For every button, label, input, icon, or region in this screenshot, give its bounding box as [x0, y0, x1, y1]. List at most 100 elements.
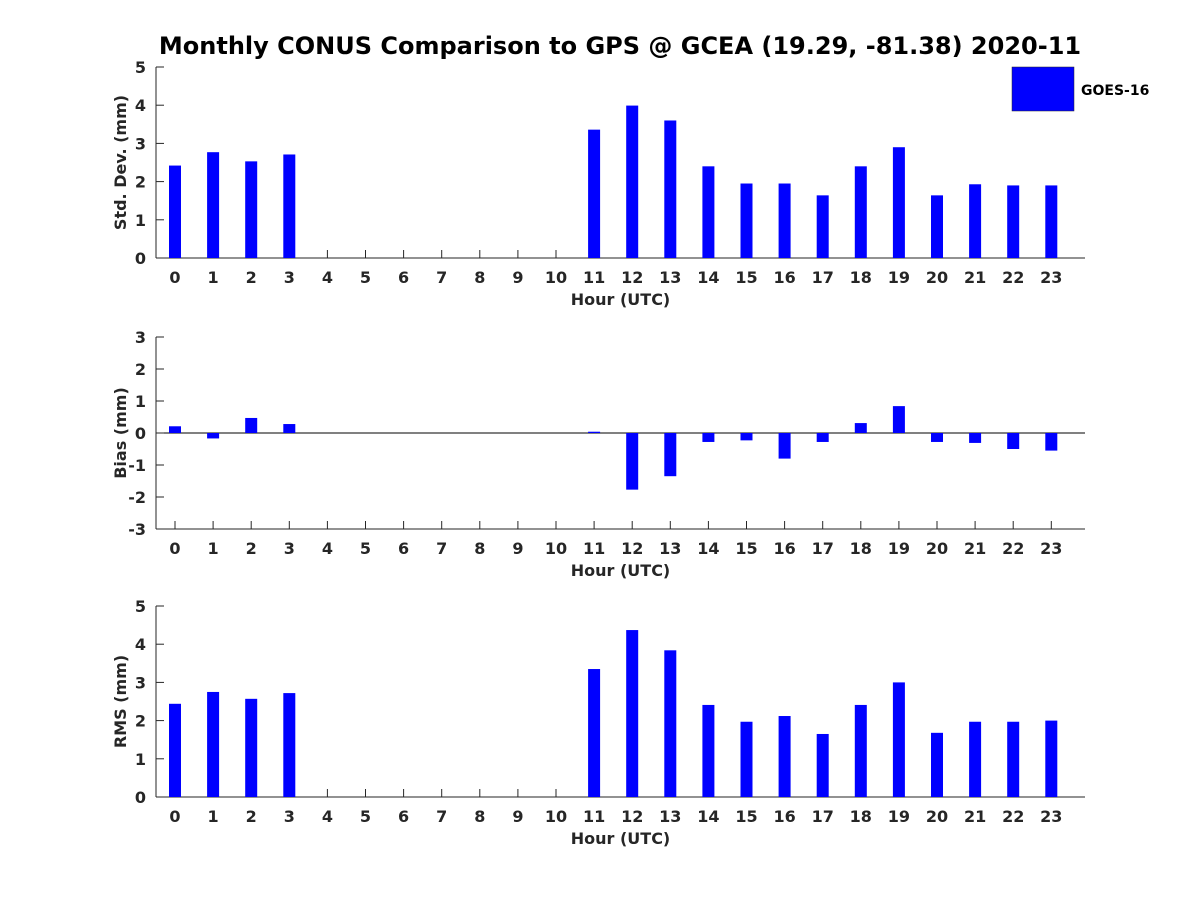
bias-x-tick-label: 22	[1002, 539, 1024, 558]
bias-x-tick-label: 7	[436, 539, 447, 558]
bias-x-tick-label: 0	[169, 539, 180, 558]
bias-x-tick-label: 9	[512, 539, 523, 558]
std-x-tick-label: 0	[169, 268, 180, 287]
std-bar-11	[588, 129, 601, 258]
legend-label: GOES-16	[1081, 83, 1149, 99]
rms-bar-0	[169, 703, 181, 797]
std-x-tick-label: 1	[208, 268, 219, 287]
bias-bar-16	[778, 433, 791, 459]
bias-x-tick-label: 5	[360, 539, 371, 558]
bias-bar-12	[626, 433, 639, 490]
rms-bar-23	[1045, 720, 1058, 797]
rms-bar-20	[931, 732, 943, 797]
bias-x-tick-label: 4	[322, 539, 333, 558]
rms-x-tick-label: 16	[773, 807, 795, 826]
rms-bar-17	[816, 733, 829, 797]
bias-x-tick-label: 23	[1040, 539, 1062, 558]
std-x-tick-label: 7	[436, 268, 447, 287]
std-bar-12	[626, 105, 639, 258]
legend: GOES-16	[1011, 66, 1149, 112]
std-y-tick-label: 1	[135, 211, 146, 230]
std-x-tick-label: 3	[284, 268, 295, 287]
bias-y-tick-label: 1	[135, 392, 146, 411]
rms-y-tick-label: 3	[135, 673, 146, 692]
bias-x-tick-label: 21	[964, 539, 986, 558]
std-bar-13	[664, 120, 677, 258]
rms-x-tick-label: 19	[888, 807, 910, 826]
std-x-tick-label: 11	[583, 268, 605, 287]
std-y-tick-label: 3	[135, 134, 146, 153]
bias-y-tick-label: -2	[128, 488, 146, 507]
bias-x-tick-label: 12	[621, 539, 643, 558]
bias-bar-19	[892, 406, 905, 433]
std-x-tick-label: 14	[697, 268, 719, 287]
bias-bar-1	[207, 433, 220, 439]
bias-x-tick-label: 2	[246, 539, 257, 558]
rms-y-tick-label: 4	[135, 635, 146, 654]
std-x-tick-label: 4	[322, 268, 333, 287]
rms-x-label: Hour (UTC)	[571, 829, 671, 848]
bias-x-label: Hour (UTC)	[571, 561, 671, 580]
rms-x-tick-label: 7	[436, 807, 447, 826]
bias-x-tick-label: 11	[583, 539, 605, 558]
bias-x-tick-label: 16	[773, 539, 795, 558]
std-y-tick-label: 4	[135, 96, 146, 115]
rms-x-tick-label: 12	[621, 807, 643, 826]
rms-bar-12	[626, 630, 639, 797]
rms-x-tick-label: 13	[659, 807, 681, 826]
rms-x-tick-label: 4	[322, 807, 333, 826]
std-y-tick-label: 0	[135, 249, 146, 268]
rms-y-label: RMS (mm)	[111, 655, 130, 748]
bias-bar-17	[816, 433, 829, 442]
bias-x-tick-label: 19	[888, 539, 910, 558]
std-y-tick-label: 2	[135, 173, 146, 192]
bias-y-tick-label: -3	[128, 520, 146, 539]
std-bar-14	[702, 166, 715, 258]
bias-bar-14	[702, 433, 715, 442]
std-y-label: Std. Dev. (mm)	[111, 95, 130, 230]
std-x-label: Hour (UTC)	[571, 290, 671, 309]
std-bar-17	[816, 195, 829, 258]
rms-bar-14	[702, 704, 715, 797]
std-bar-16	[778, 183, 791, 258]
std-x-tick-label: 22	[1002, 268, 1024, 287]
rms-x-tick-label: 5	[360, 807, 371, 826]
bias-x-tick-label: 6	[398, 539, 409, 558]
std-x-tick-label: 8	[474, 268, 485, 287]
std-x-tick-label: 12	[621, 268, 643, 287]
bias-x-tick-label: 1	[208, 539, 219, 558]
rms-x-tick-label: 0	[169, 807, 180, 826]
std-bar-0	[169, 165, 181, 258]
bias-bar-3	[283, 424, 296, 433]
bias-bar-15	[740, 433, 753, 441]
rms-bar-19	[892, 682, 905, 797]
bias-bar-0	[169, 426, 181, 433]
std-x-tick-label: 2	[246, 268, 257, 287]
rms-x-tick-label: 6	[398, 807, 409, 826]
std-x-tick-label: 21	[964, 268, 986, 287]
std-bar-21	[969, 184, 982, 258]
rms-x-tick-label: 1	[208, 807, 219, 826]
std-x-tick-label: 23	[1040, 268, 1062, 287]
rms-bar-22	[1007, 721, 1020, 797]
bias-x-tick-label: 10	[545, 539, 567, 558]
rms-x-tick-label: 15	[735, 807, 757, 826]
rms-y-tick-label: 5	[135, 597, 146, 616]
bias-bar-18	[854, 423, 867, 433]
std-x-tick-label: 10	[545, 268, 567, 287]
rms-x-tick-label: 21	[964, 807, 986, 826]
rms-x-tick-label: 18	[850, 807, 872, 826]
rms-bar-18	[854, 704, 867, 797]
std-bar-2	[245, 161, 258, 258]
bias-x-tick-label: 8	[474, 539, 485, 558]
std-bar-1	[207, 152, 220, 258]
std-x-tick-label: 5	[360, 268, 371, 287]
rms-x-tick-label: 3	[284, 807, 295, 826]
std-bar-3	[283, 154, 296, 258]
rms-bar-3	[283, 693, 296, 797]
bias-x-tick-label: 20	[926, 539, 948, 558]
chart-title: Monthly CONUS Comparison to GPS @ GCEA (…	[159, 32, 1081, 60]
